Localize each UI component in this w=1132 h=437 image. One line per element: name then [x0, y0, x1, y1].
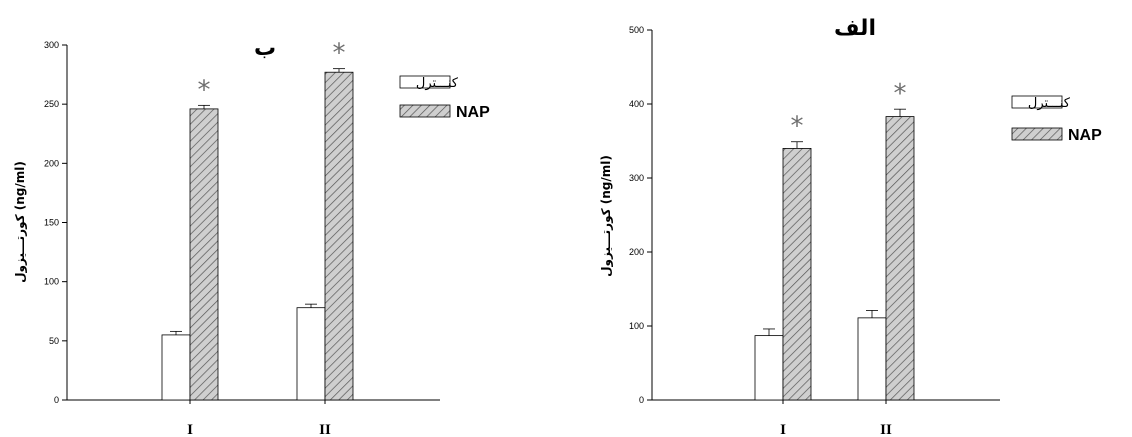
category-label: II — [319, 422, 331, 437]
y-tick-label: 300 — [44, 40, 59, 50]
bar — [189, 108, 219, 401]
category-label: II — [880, 422, 892, 437]
bar — [857, 317, 887, 401]
significance-marker: * — [894, 79, 907, 109]
bar — [754, 335, 784, 401]
y-tick-label: 100 — [44, 277, 59, 287]
y-tick-label: 200 — [629, 247, 644, 257]
bar — [324, 71, 354, 401]
y-tick-label: 500 — [629, 25, 644, 35]
y-tick-label: 250 — [44, 99, 59, 109]
legend-label-nap: NAP — [456, 104, 490, 121]
y-tick-label: 200 — [44, 158, 59, 168]
legend-swatch-nap — [1011, 127, 1063, 141]
panel-title: الف — [834, 16, 876, 41]
y-tick-label: 400 — [629, 99, 644, 109]
legend-label-nap: NAP — [1068, 127, 1102, 144]
y-tick-label: 0 — [54, 395, 59, 405]
y-tick-label: 50 — [49, 336, 59, 346]
y-axis-title: کورتـــیزول (ng/ml) — [599, 155, 614, 277]
bar — [782, 147, 812, 401]
significance-marker: * — [198, 75, 211, 105]
bar — [161, 334, 191, 401]
category-label: I — [780, 422, 786, 437]
legend-swatch-control — [399, 75, 451, 89]
chart-panel-alef: کورتـــیزول (ng/ml) الف 0 100 200 300 400 500… — [599, 16, 1102, 437]
legend-label-control: کنـــترل — [416, 76, 459, 91]
y-tick-label: 150 — [44, 218, 59, 228]
y-tick-label: 0 — [639, 395, 644, 405]
y-tick-label: 300 — [629, 173, 644, 183]
panel-title: ب — [254, 36, 276, 61]
legend: کنـــترل NAP — [1011, 95, 1102, 144]
bars: ** — [161, 39, 354, 401]
y-tick-label: 100 — [629, 321, 644, 331]
legend-swatch-control — [1011, 95, 1063, 109]
category-label: I — [187, 422, 193, 437]
significance-marker: * — [333, 39, 346, 69]
legend-swatch-nap — [399, 104, 451, 118]
bar — [885, 116, 915, 401]
bar — [296, 307, 326, 401]
significance-marker: * — [791, 112, 804, 142]
chart-panel-b: کورتـــیزول (ng/ml) ب 0 50 100 150 200 250 300… — [13, 36, 490, 437]
legend-label-control: کنـــترل — [1028, 96, 1071, 111]
bars: ** — [754, 79, 915, 401]
legend: کنـــترل NAP — [399, 75, 490, 121]
y-axis-title: کورتـــیزول (ng/ml) — [13, 161, 28, 283]
